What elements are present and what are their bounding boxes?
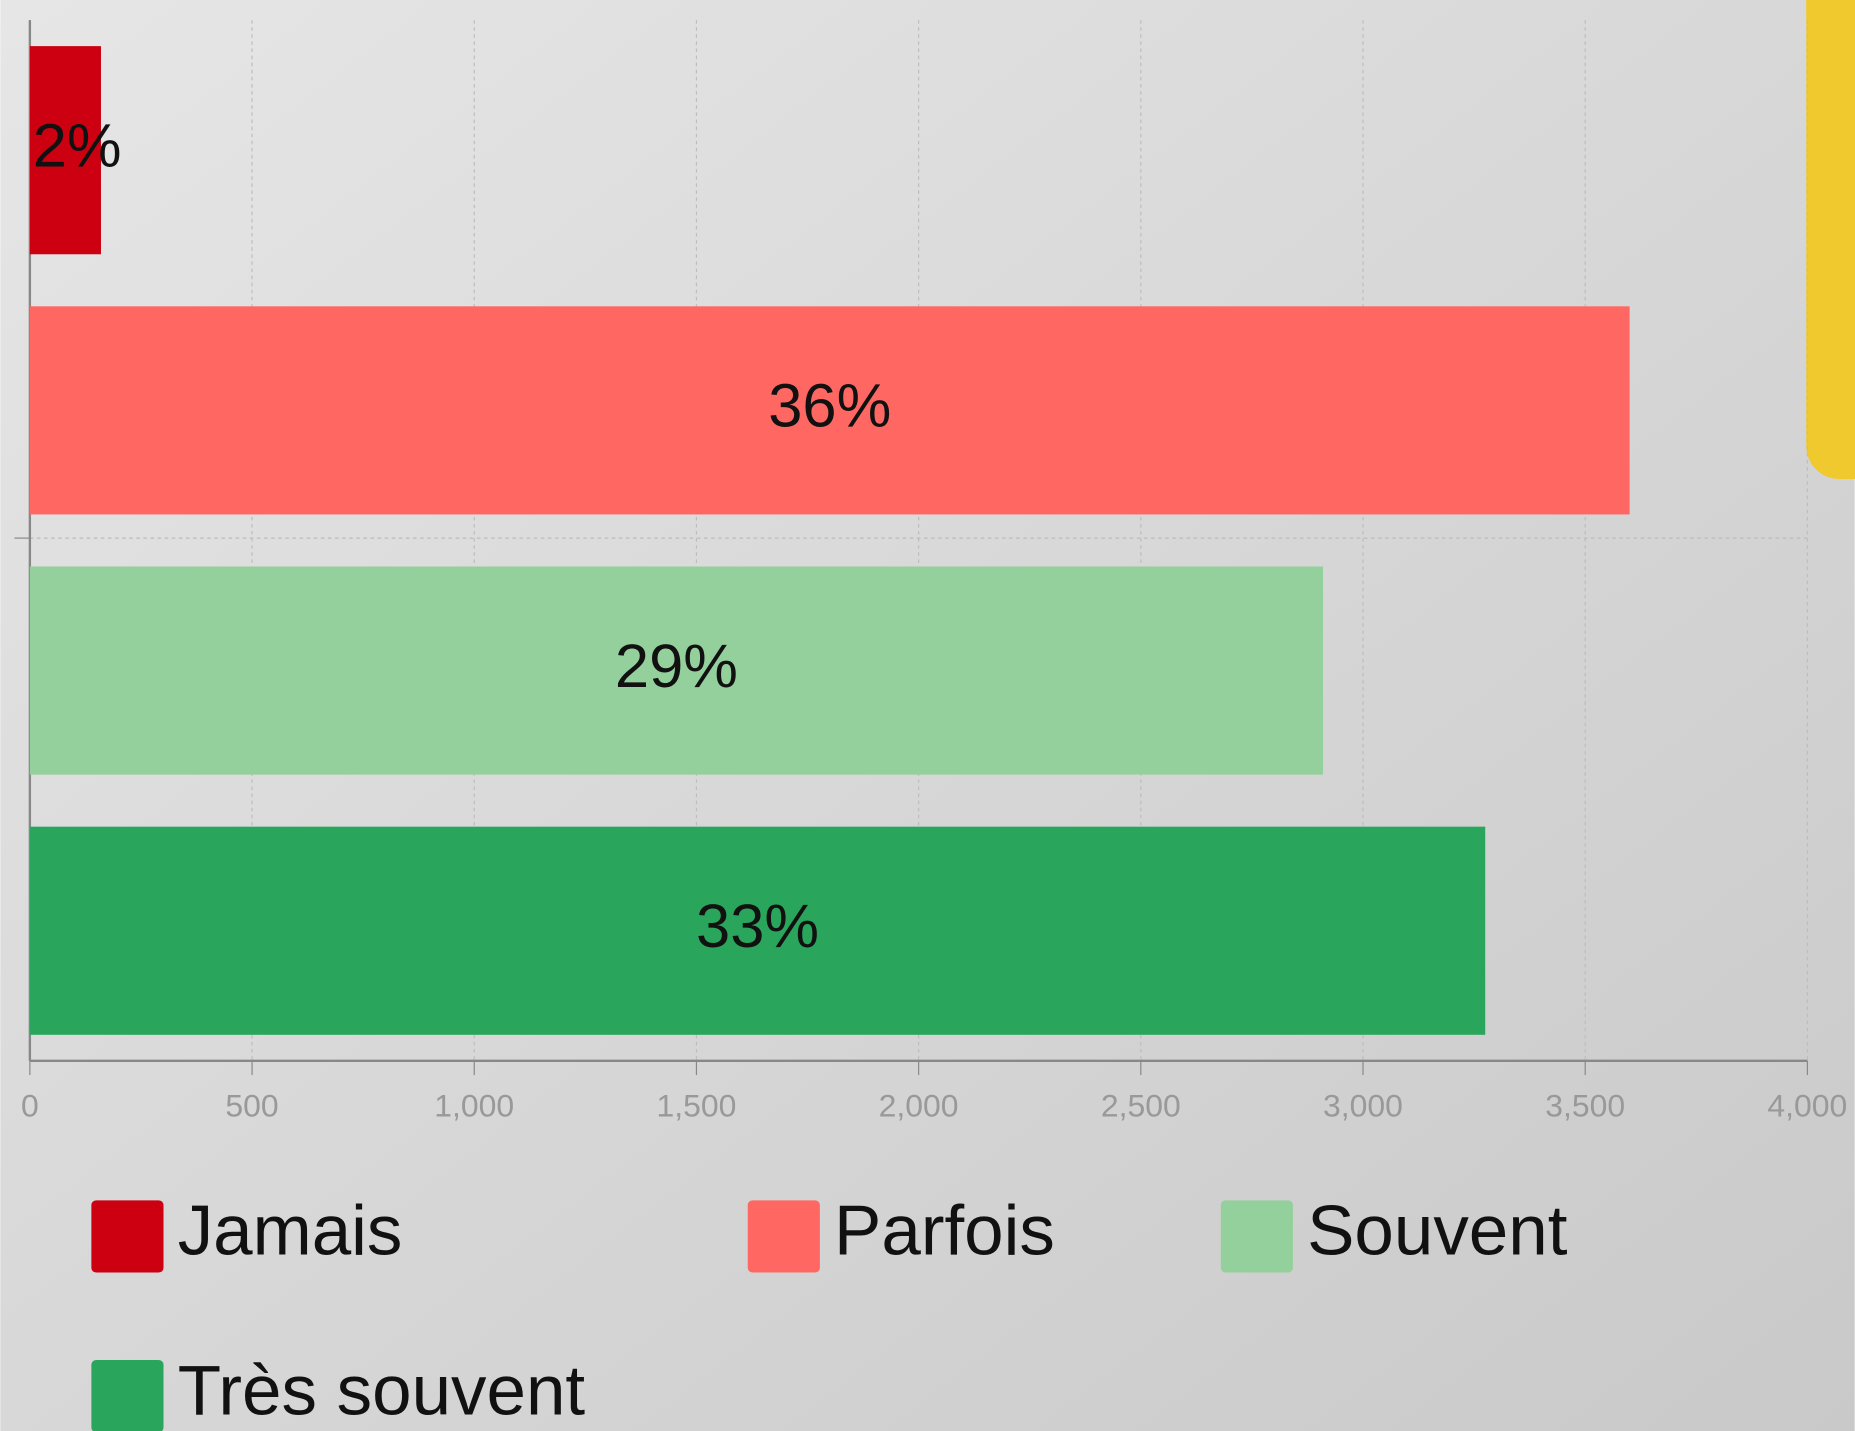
legend-label: Très souvent	[178, 1351, 586, 1430]
legend-swatch	[91, 1200, 164, 1273]
data-label: 33%	[696, 892, 819, 961]
x-tick-label: 1,000	[434, 1088, 514, 1124]
x-tick-label: 3,500	[1545, 1088, 1625, 1124]
x-tick-label: 1,500	[656, 1088, 736, 1124]
x-tick-label: 3,000	[1323, 1088, 1403, 1124]
legend-label: Souvent	[1307, 1192, 1568, 1271]
bar	[29, 566, 1324, 775]
legend-label: Parfois	[834, 1192, 1055, 1271]
x-tick-label: 4,000	[1767, 1088, 1847, 1124]
bar	[29, 306, 1630, 515]
legend-swatch	[1220, 1200, 1293, 1273]
legend-label: Jamais	[178, 1192, 403, 1271]
bar	[29, 46, 101, 255]
legend-swatch	[91, 1360, 164, 1431]
x-tick-label: 2,000	[879, 1088, 959, 1124]
data-label: 2%	[33, 111, 122, 180]
x-tick-label: 500	[225, 1088, 278, 1124]
data-label: 36%	[768, 372, 891, 441]
bar	[29, 826, 1486, 1035]
x-tick-label: 0	[21, 1088, 39, 1124]
legend-swatch	[747, 1200, 820, 1273]
x-tick-label: 2,500	[1101, 1088, 1181, 1124]
side-panel	[1806, 0, 1855, 479]
data-label: 29%	[615, 632, 738, 701]
